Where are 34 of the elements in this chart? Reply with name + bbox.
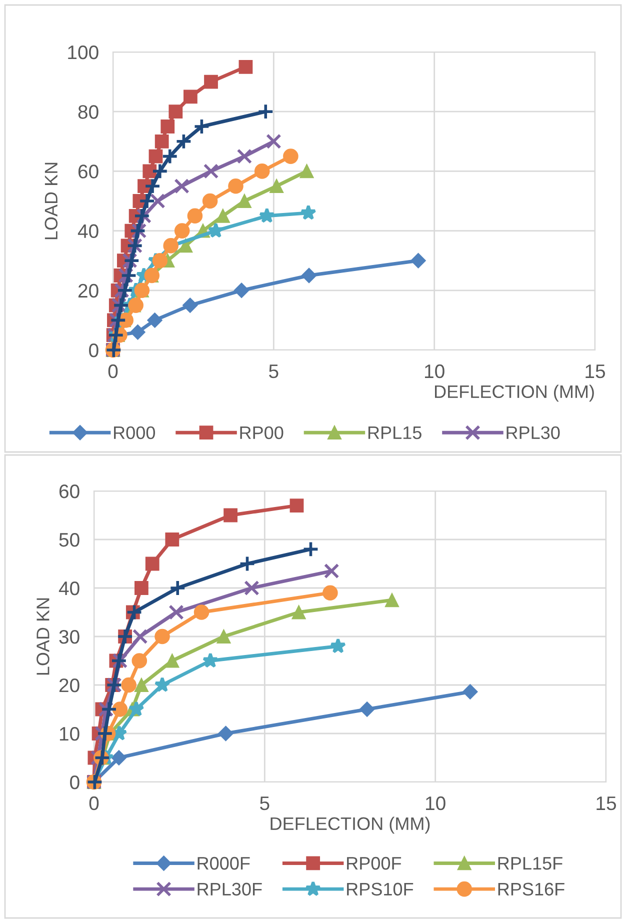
y-tick-label: 20 [59, 678, 80, 692]
legend-label: RPL15F [498, 857, 562, 870]
y-tick-label: 80 [78, 105, 98, 119]
y-tick-label: 0 [89, 343, 98, 358]
x-tick-label: 5 [269, 364, 278, 378]
y-tick-label: 100 [68, 45, 98, 60]
y-tick-label: 0 [70, 775, 80, 790]
y-tick-label: 40 [78, 224, 98, 238]
x-tick-label: 15 [596, 796, 616, 810]
legend-label: RPL30 [506, 426, 560, 440]
y-axis-title: LOAD KN [36, 598, 50, 675]
x-axis-title: DEFLECTION (MM) [435, 384, 594, 402]
x-tick-label: 10 [426, 796, 446, 810]
legend-label: RP00 [240, 426, 284, 440]
legend-label: RPL15 [368, 426, 422, 440]
y-tick-label: 50 [59, 532, 80, 547]
y-tick-label: 10 [60, 726, 80, 741]
legend-label: R000 [114, 426, 155, 440]
y-tick-label: 30 [59, 630, 80, 644]
x-axis-title: DEFLECTION (MM) [270, 816, 430, 834]
y-tick-label: 60 [78, 164, 98, 178]
legend-label: RPS16F [498, 882, 564, 896]
y-tick-label: 60 [59, 484, 80, 498]
y-tick-label: 40 [58, 581, 80, 596]
y-tick-label: 20 [78, 284, 98, 298]
x-tick-label: 10 [425, 364, 444, 378]
legend-label: RPL30F [198, 882, 262, 896]
x-tick-label: 15 [586, 364, 605, 378]
x-tick-label: 5 [260, 796, 270, 810]
legend-label: R000F [198, 856, 250, 870]
x-tick-label: 0 [108, 364, 118, 378]
legend-label: RPS10F [347, 882, 414, 896]
legend-label: RP00F [347, 856, 402, 870]
y-axis-title: LOAD KN [44, 162, 58, 240]
